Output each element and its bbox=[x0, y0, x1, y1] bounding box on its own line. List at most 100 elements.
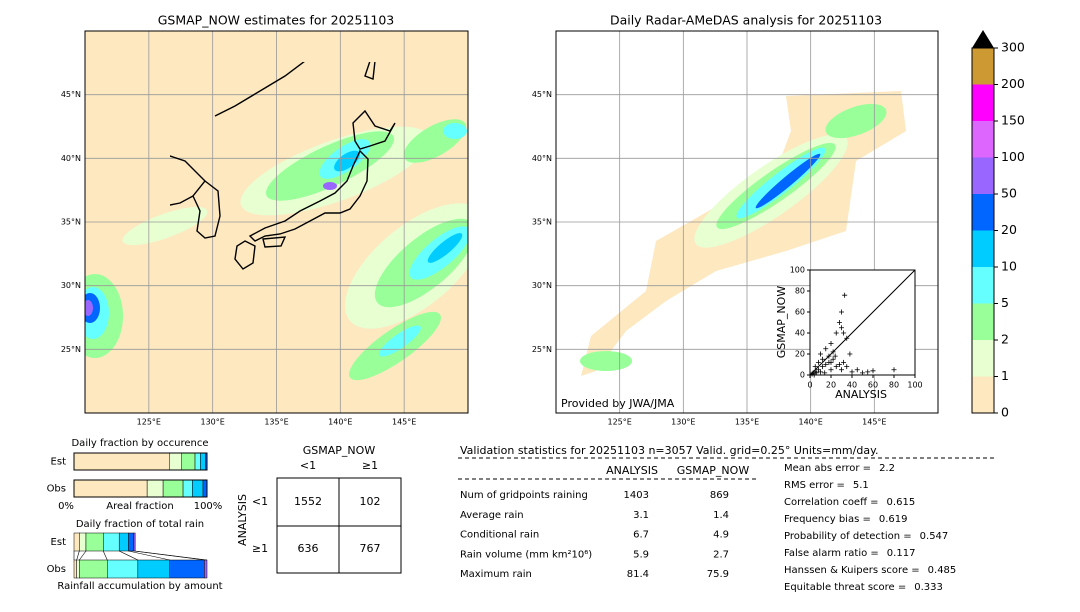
score-value: 2.2 bbox=[879, 463, 895, 474]
connector bbox=[128, 550, 170, 561]
point bbox=[833, 330, 839, 336]
map-grid bbox=[85, 31, 468, 413]
point bbox=[820, 356, 826, 362]
colorbar: 0 1 2 5 10 20 50 100 150 200 300 bbox=[971, 30, 1025, 420]
colorbar-segment bbox=[972, 376, 994, 413]
lat-tick-label: 25°N bbox=[61, 345, 81, 354]
stat-value: 1.4 bbox=[713, 510, 729, 521]
stat-label: Num of gridpoints raining bbox=[460, 490, 588, 501]
lon-tick-label: 145°E bbox=[862, 418, 886, 427]
precip bbox=[443, 123, 467, 139]
row-label: <1 bbox=[252, 495, 268, 508]
bar-segment bbox=[85, 532, 104, 552]
point bbox=[828, 341, 834, 346]
col-label: <1 bbox=[300, 459, 316, 472]
cell: 636 bbox=[298, 542, 319, 555]
bar-segment bbox=[79, 532, 87, 552]
lat-tick-label: 30°N bbox=[532, 281, 552, 290]
lat-tick-label: 30°N bbox=[61, 281, 81, 290]
bar-segment bbox=[107, 559, 139, 579]
colorbar-tick-label: 10 bbox=[1001, 259, 1017, 274]
point bbox=[842, 292, 848, 298]
point bbox=[823, 346, 829, 352]
precip bbox=[580, 351, 632, 371]
x-tick-label: 80 bbox=[889, 381, 899, 390]
lon-tick-label: 135°E bbox=[735, 418, 759, 427]
x-axis-label: Rainfall accumulation by amount bbox=[57, 581, 222, 592]
col-header: GSMAP_NOW bbox=[677, 464, 750, 477]
point bbox=[820, 364, 826, 370]
point bbox=[830, 356, 836, 362]
x-tick-label: 100 bbox=[907, 381, 922, 390]
point bbox=[826, 353, 832, 359]
connector bbox=[135, 550, 208, 561]
point bbox=[854, 367, 860, 373]
stat-value: 6.7 bbox=[633, 530, 649, 541]
point bbox=[812, 369, 818, 375]
map-title: GSMAP_NOW estimates for 20251103 bbox=[158, 13, 395, 28]
lon-tick-label: 130°E bbox=[201, 418, 225, 427]
precip bbox=[122, 206, 208, 246]
row-label: Est bbox=[51, 537, 67, 548]
precip bbox=[755, 153, 821, 209]
bar-segment bbox=[128, 532, 135, 552]
stat-value: 5.9 bbox=[633, 549, 649, 560]
y-tick-label: 80 bbox=[795, 287, 805, 296]
score-value: 5.1 bbox=[853, 480, 869, 491]
point bbox=[870, 368, 876, 374]
lon-tick-label: 145°E bbox=[392, 418, 416, 427]
x-tick-label: 60 bbox=[868, 381, 878, 390]
bar-segment bbox=[169, 559, 205, 579]
bar-segment bbox=[73, 479, 148, 498]
point bbox=[839, 325, 844, 331]
fraction-charts: Daily fraction by occurence Est Obs Areal f… bbox=[47, 438, 223, 592]
score-label: Frequency bias = bbox=[784, 514, 871, 525]
stats: Num of gridpoints raining 1403 869 Average … bbox=[460, 463, 956, 593]
stat-value: 2.7 bbox=[713, 549, 729, 560]
colorbar-segment bbox=[972, 157, 994, 194]
colorbar-segment bbox=[972, 84, 994, 121]
lon-tick-label: 140°E bbox=[799, 418, 823, 427]
credit: Provided by JWA/JMA bbox=[561, 397, 675, 410]
colorbar-segment bbox=[972, 194, 994, 231]
y-tick-label: 0 bbox=[800, 371, 805, 380]
scatter: 0 20 40 60 80 100 0 20 40 60 80 100 bbox=[790, 266, 923, 390]
precip-right bbox=[580, 91, 906, 376]
stat-label: Average rain bbox=[460, 510, 524, 521]
bar-segment bbox=[137, 559, 171, 579]
score-label: Correlation coeff = bbox=[784, 497, 879, 508]
col-header: ANALYSIS bbox=[606, 464, 658, 477]
x-axis-label: Areal fraction bbox=[106, 501, 173, 512]
point bbox=[844, 364, 850, 370]
point bbox=[822, 370, 828, 376]
score-label: Equitable threat score = bbox=[784, 582, 906, 593]
point bbox=[836, 362, 842, 367]
y-tick-label: 20 bbox=[795, 350, 805, 359]
x-tick-label: 0 bbox=[807, 381, 812, 390]
score-value: 0.333 bbox=[914, 582, 943, 593]
lat-tick-label: 45°N bbox=[61, 90, 81, 99]
stat-value: 81.4 bbox=[627, 569, 649, 580]
score-value: 0.547 bbox=[920, 531, 949, 542]
point bbox=[849, 369, 855, 375]
lon-tick-label: 135°E bbox=[264, 418, 288, 427]
colorbar-extension bbox=[972, 30, 994, 48]
point bbox=[832, 353, 838, 359]
map-title: Daily Radar-AMeDAS analysis for 20251103 bbox=[610, 13, 882, 28]
point bbox=[836, 320, 842, 325]
chart-title: Daily fraction by occurence bbox=[71, 438, 208, 449]
precip bbox=[825, 103, 887, 139]
bar-segment bbox=[73, 559, 77, 579]
lon-tick-label: 125°E bbox=[137, 418, 161, 427]
precip bbox=[427, 233, 463, 263]
point bbox=[841, 330, 847, 336]
bar-segment bbox=[169, 452, 182, 471]
axis-end: 0% bbox=[58, 501, 74, 512]
lat-tick-label: 40°N bbox=[61, 154, 81, 163]
y-axis-label: GSMAP_NOW bbox=[775, 286, 788, 359]
bar-segment bbox=[103, 532, 120, 552]
point bbox=[839, 367, 844, 373]
lat-tick-label: 45°N bbox=[532, 90, 552, 99]
point bbox=[811, 372, 817, 378]
